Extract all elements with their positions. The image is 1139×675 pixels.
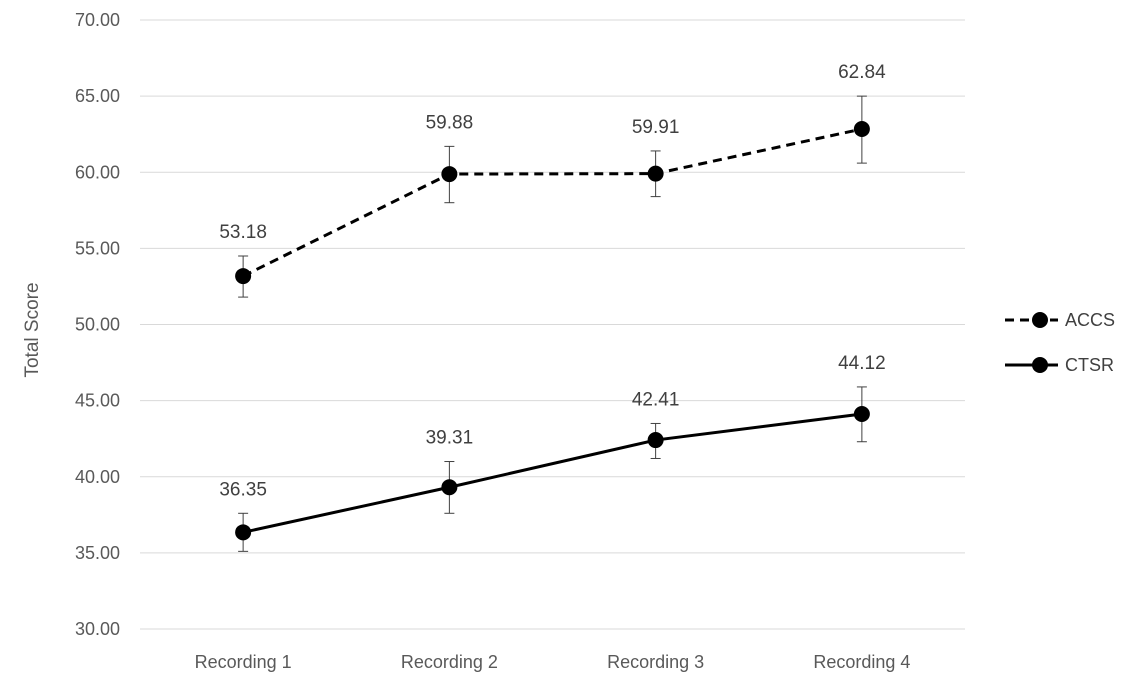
data-label: 42.41 — [632, 389, 680, 410]
legend-label: CTSR — [1065, 355, 1114, 375]
data-point — [235, 268, 252, 285]
data-label: 36.35 — [219, 479, 267, 500]
x-axis-ticks: Recording 1 Recording 2 Recording 3 Recordi… — [195, 652, 911, 672]
data-point — [647, 432, 664, 449]
y-tick-label: 45.00 — [75, 391, 120, 411]
gridlines — [140, 19, 965, 630]
data-point — [853, 121, 870, 138]
y-tick-label: 70.00 — [75, 10, 120, 30]
legend-marker — [1032, 312, 1048, 328]
legend-label: ACCS — [1065, 310, 1115, 330]
data-point — [441, 166, 458, 183]
x-tick-label: Recording 1 — [195, 652, 292, 672]
data-label: 62.84 — [838, 62, 886, 83]
data-point — [441, 479, 458, 496]
data-point — [235, 524, 252, 541]
legend: ACCS CTSR — [1005, 310, 1115, 375]
data-label: 53.18 — [219, 222, 267, 243]
y-tick-label: 50.00 — [75, 315, 120, 335]
y-axis-title: Total Score — [22, 282, 43, 377]
series-group: 53.18 59.88 59.91 62.84 36.35 39.31 42.41 44.12 — [219, 62, 886, 552]
x-tick-label: Recording 4 — [813, 652, 910, 672]
x-tick-label: Recording 3 — [607, 652, 704, 672]
y-tick-label: 35.00 — [75, 543, 120, 563]
y-tick-label: 40.00 — [75, 467, 120, 487]
y-tick-label: 30.00 — [75, 619, 120, 639]
data-label: 44.12 — [838, 353, 886, 374]
data-label: 59.91 — [632, 117, 680, 138]
legend-marker — [1032, 357, 1048, 373]
data-label: 59.88 — [426, 112, 474, 133]
legend-item-accs: ACCS — [1005, 310, 1115, 330]
legend-item-ctsr: CTSR — [1005, 355, 1114, 375]
data-label: 39.31 — [426, 428, 474, 449]
series-ctsr: 36.35 39.31 42.41 44.12 — [219, 353, 886, 552]
series-line-accs — [242, 127, 863, 278]
y-tick-label: 60.00 — [75, 162, 120, 182]
y-tick-label: 65.00 — [75, 86, 120, 106]
y-axis-ticks: 30.00 35.00 40.00 45.00 50.00 55.00 60.00 65.00… — [75, 10, 120, 639]
data-point — [853, 406, 870, 423]
y-tick-label: 55.00 — [75, 238, 120, 258]
x-tick-label: Recording 2 — [401, 652, 498, 672]
series-line-ctsr — [242, 412, 863, 534]
series-accs: 53.18 59.88 59.91 62.84 — [219, 62, 886, 298]
data-point — [647, 165, 664, 182]
